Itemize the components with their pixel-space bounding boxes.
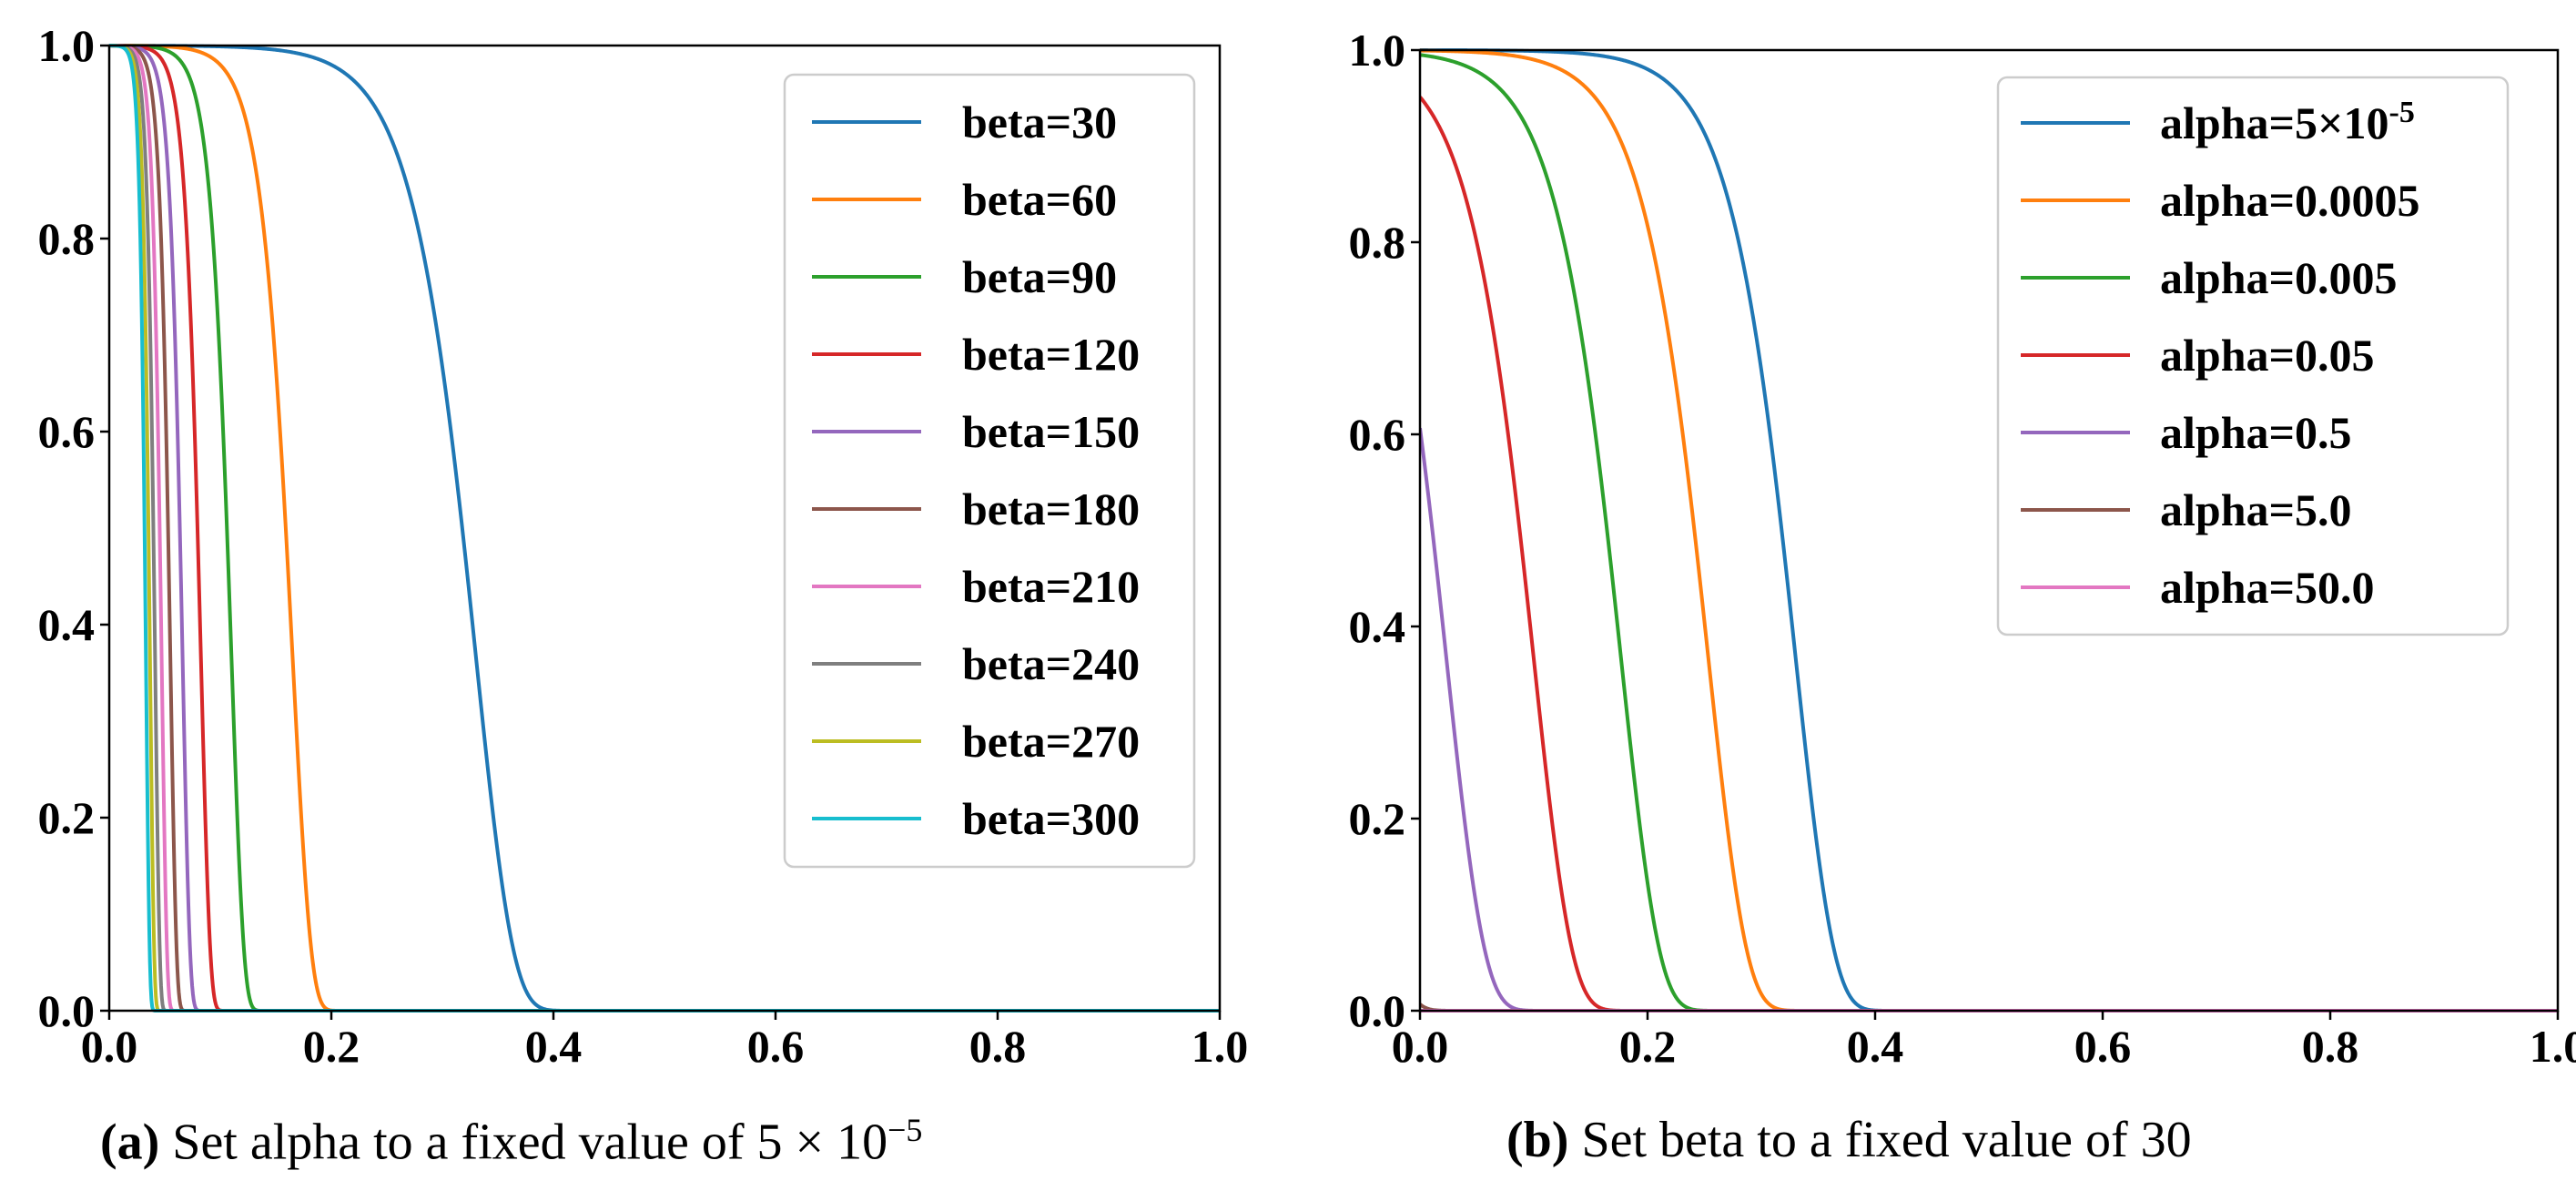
y-tick-label-b: 0.2 (1349, 793, 1406, 844)
chart-panel-a: 0.0 0.2 0.4 0.6 0.8 1.0 0.0 0.2 0.4 0.6 0.8 1.0 beta… (38, 20, 1249, 1172)
chart-a-svg: 0.0 0.2 0.4 0.6 0.8 1.0 0.0 0.2 0.4 0.6 0.8 1.0 beta… (38, 20, 1249, 1072)
legend-label-a-0: beta=30 (962, 97, 1117, 148)
y-tick-label-b: 1.0 (1349, 25, 1406, 76)
legend-label-a-2: beta=90 (962, 251, 1117, 302)
legend-label-a-9: beta=300 (962, 793, 1140, 844)
caption-b: (b) Set beta to a fixed value of 30 (1506, 1111, 2192, 1169)
x-tick-label-b: 0.4 (1847, 1021, 1904, 1072)
legend-label-a-5: beta=180 (962, 484, 1140, 534)
chart-b-svg: 0.0 0.2 0.4 0.6 0.8 1.0 0.0 0.2 0.4 0.6 0.8 1.0 alph… (1349, 25, 2576, 1072)
legend-label-b-1: alpha=0.0005 (2160, 175, 2420, 226)
legend-label-b-2: alpha=0.005 (2160, 252, 2398, 303)
chart-a-frame (107, 44, 1222, 1013)
caption-b-text: Set beta to a fixed value of 30 (1581, 1112, 2192, 1168)
chart-panel-b: 0.0 0.2 0.4 0.6 0.8 1.0 0.0 0.2 0.4 0.6 0.8 1.0 alph… (1288, 0, 2576, 1191)
legend-label-a-6: beta=210 (962, 561, 1140, 612)
legend-label-sup: -5 (2389, 96, 2415, 129)
caption-b-label: (b) (1506, 1112, 1569, 1168)
x-tick-label-a: 0.8 (969, 1021, 1027, 1072)
x-tick-label-b: 0.8 (2302, 1021, 2359, 1072)
y-tick-label-a: 0.8 (38, 213, 96, 264)
y-tick-label-b: 0.4 (1349, 601, 1406, 652)
y-tick-label-b: 0.0 (1349, 985, 1406, 1036)
y-tick-label-a: 0.2 (38, 792, 96, 843)
legend-label-b-4: alpha=0.5 (2160, 407, 2352, 458)
legend-label-b-0: alpha=5×10-5 (2160, 96, 2415, 148)
caption-a: (a) Set alpha to a fixed value of 5 × 10… (100, 1111, 922, 1172)
legend-a: beta=30 beta=60 beta=90 beta=120 beta=150 bet… (783, 73, 1196, 869)
legend-label-a-7: beta=240 (962, 638, 1140, 689)
legend-label-b-3: alpha=0.05 (2160, 330, 2375, 381)
caption-a-exponent: −5 (887, 1112, 923, 1148)
x-tick-label-b: 1.0 (2530, 1021, 2576, 1072)
x-tick-label-b: 0.0 (1392, 1021, 1449, 1072)
y-tick-label-b: 0.8 (1349, 217, 1406, 268)
legend-label-a-1: beta=60 (962, 174, 1117, 225)
legend-label-b-6: alpha=50.0 (2160, 562, 2375, 613)
legend-label-a-3: beta=120 (962, 329, 1140, 380)
y-tick-label-a: 1.0 (38, 20, 96, 71)
legend-label-a-8: beta=270 (962, 716, 1140, 767)
x-tick-label-a: 1.0 (1192, 1021, 1249, 1072)
x-tick-label-b: 0.2 (1619, 1021, 1677, 1072)
x-tick-label-a: 0.2 (303, 1021, 360, 1072)
legend-b: alpha=5×10-5 alpha=0.0005 alpha=0.005 alpha… (1996, 76, 2510, 636)
legend-box-b (1996, 76, 2510, 636)
chart-b-frame (1418, 48, 2560, 1013)
y-tick-label-a: 0.6 (38, 406, 96, 457)
legend-label-a-4: beta=150 (962, 406, 1140, 457)
legend-box-a (783, 73, 1196, 869)
legend-label-b-5: alpha=5.0 (2160, 484, 2352, 535)
x-tick-label-a: 0.4 (525, 1021, 583, 1072)
y-tick-label-a: 0.0 (38, 985, 96, 1036)
caption-a-label: (a) (100, 1114, 160, 1171)
y-tick-label-b: 0.6 (1349, 409, 1406, 460)
x-tick-label-a: 0.6 (747, 1021, 805, 1072)
caption-a-text: Set alpha to a fixed value of 5 × 10 (172, 1114, 888, 1171)
x-tick-label-a: 0.0 (81, 1021, 138, 1072)
x-tick-label-b: 0.6 (2074, 1021, 2132, 1072)
y-tick-label-a: 0.4 (38, 599, 96, 650)
